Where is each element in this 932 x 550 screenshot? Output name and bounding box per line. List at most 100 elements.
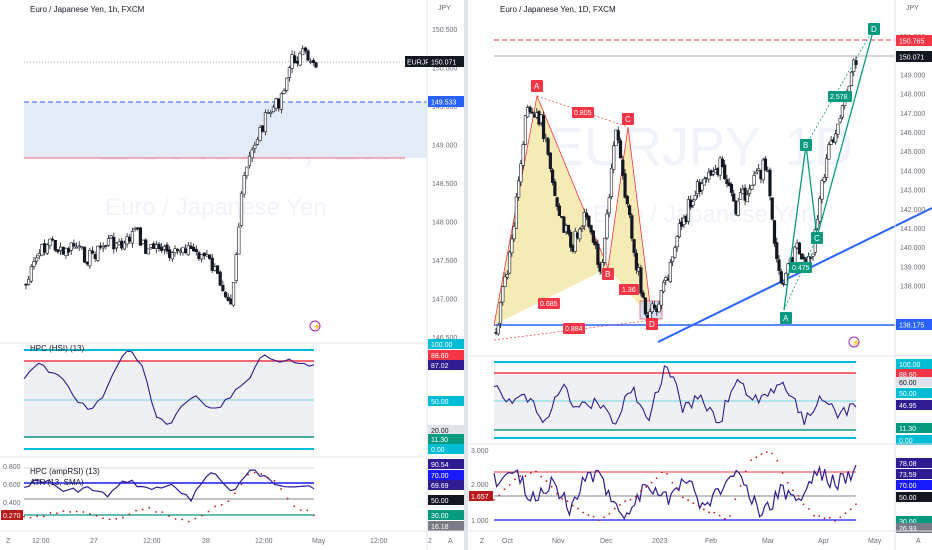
time-tick: Dec [600, 538, 613, 545]
candle-body [154, 244, 158, 250]
ratio-label-2578[interactable]: 2.578 [828, 91, 852, 102]
time-axis[interactable]: 12:00 27 12:00 28 12:00 May 12:00 2 [32, 538, 432, 545]
axis-tag [428, 470, 464, 480]
currency-unit: JPY [906, 5, 919, 12]
axis-tag [428, 339, 464, 349]
candle-body [282, 90, 286, 94]
time-tick: 28 [202, 538, 210, 545]
candle-body [199, 254, 204, 260]
atr-dot [23, 515, 25, 518]
axis-tag [896, 458, 932, 468]
candle-body [809, 257, 813, 259]
candle-body [82, 246, 87, 263]
candle-body [207, 254, 212, 259]
ratio-label-0884[interactable]: 0.884 [563, 323, 585, 334]
ratio-label-136[interactable]: 1.36 [619, 284, 639, 295]
axis-tag-text: 50.00 [899, 391, 917, 398]
axis-tag [428, 396, 464, 406]
svg-text:B: B [803, 141, 808, 150]
point-label-b-red[interactable]: B [602, 268, 614, 280]
bottom-price-text: 138.175 [899, 323, 924, 330]
chart-canvas-right[interactable]: EURJPY, 1D Euro / Japanese Yen A B [468, 0, 932, 550]
candle-body [503, 276, 507, 287]
atr-dot [273, 479, 276, 482]
point-label-a-green[interactable]: A [780, 312, 792, 324]
point-label-d-green[interactable]: D [868, 23, 880, 35]
ratio-label-0805[interactable]: 0.805 [572, 107, 594, 118]
atr-dot [828, 516, 831, 519]
candle-body [24, 283, 28, 286]
candle-body [596, 243, 600, 265]
price-tick: 148.000 [432, 220, 457, 227]
candle-body [80, 246, 84, 249]
point-label-c-red[interactable]: C [622, 113, 634, 125]
axis-tag [896, 388, 932, 398]
candle-body [510, 238, 514, 254]
point-label-a-red[interactable]: A [531, 80, 543, 92]
candle-body [763, 158, 768, 171]
chart-canvas-left[interactable]: EURJPY, 1h Euro / Japanese Yen ⚡ 150.500… [0, 0, 464, 550]
candle-body [125, 236, 129, 245]
time-axis[interactable]: Oct Nov Dec 2023 Feb Mar Apr May [502, 538, 882, 545]
time-tick: Nov [552, 538, 565, 545]
atr-dot [174, 518, 177, 520]
green-pattern-lines[interactable] [783, 27, 875, 311]
candle-body [29, 266, 33, 282]
candle-body [285, 77, 289, 91]
axis-tag [896, 400, 932, 410]
lightning-icon[interactable] [848, 336, 860, 348]
candle-body [675, 236, 679, 248]
candle-body [90, 250, 95, 254]
lightning-icon[interactable] [309, 320, 321, 332]
ratio-label-0475[interactable]: 0.475 [790, 262, 812, 273]
axis-tag [896, 492, 932, 502]
point-label-c-green[interactable]: C [811, 232, 823, 244]
candle-body [263, 112, 268, 133]
trendline[interactable] [657, 207, 932, 343]
last-price-text: 150.071 [899, 55, 924, 62]
candle-body [634, 252, 638, 271]
candle-body [295, 60, 299, 64]
candle-body [849, 71, 854, 86]
corner-z[interactable]: Z [480, 538, 485, 545]
candle-body [519, 163, 523, 183]
chart-pane-1h[interactable]: EURJPY, 1h Euro / Japanese Yen ⚡ 150.500… [0, 0, 464, 550]
amp-left-tag [469, 491, 493, 501]
time-tick: 12:00 [32, 538, 50, 545]
zone-box[interactable] [24, 102, 427, 158]
axis-tag-text: 30.00 [431, 513, 449, 520]
rsi-band [24, 361, 314, 437]
candle-body [261, 125, 265, 132]
candle-body [729, 184, 734, 193]
chart-pane-1d[interactable]: EURJPY, 1D Euro / Japanese Yen A B [468, 0, 932, 550]
candle-body [551, 169, 555, 183]
ratio-label-0685[interactable]: 0.685 [538, 298, 560, 309]
candle-body [303, 47, 307, 52]
pane-divider[interactable] [464, 0, 468, 550]
atr-title: ATR (13, SMA) [30, 478, 84, 487]
price-axis[interactable]: 151.000150.000149.000148.000147.000146.0… [900, 34, 925, 291]
atr-dot [148, 506, 151, 509]
point-label-d-red[interactable]: D [646, 318, 658, 330]
candle-body [176, 249, 180, 251]
point-label-b-green[interactable]: B [800, 139, 812, 151]
corner-z[interactable]: Z [6, 538, 11, 545]
time-tick: Feb [705, 538, 717, 545]
candle-body [117, 241, 121, 246]
candle-body [566, 224, 571, 234]
candle-body [605, 213, 609, 239]
price-axis[interactable]: 150.500 150.000 149.500 149.000 148.500 148.0… [432, 27, 457, 342]
atr-dot [260, 473, 263, 475]
atr-dot [645, 486, 648, 488]
corner-a[interactable]: A [448, 538, 453, 545]
corner-a[interactable]: A [916, 538, 921, 545]
candle-body [743, 187, 747, 201]
atr-dot [121, 516, 124, 519]
axis-tag-text: 70.00 [431, 473, 449, 480]
atr-dot [792, 489, 794, 492]
pattern-triangle-1[interactable] [494, 96, 608, 325]
svg-text:D: D [871, 25, 877, 34]
atr-dot [141, 508, 144, 511]
